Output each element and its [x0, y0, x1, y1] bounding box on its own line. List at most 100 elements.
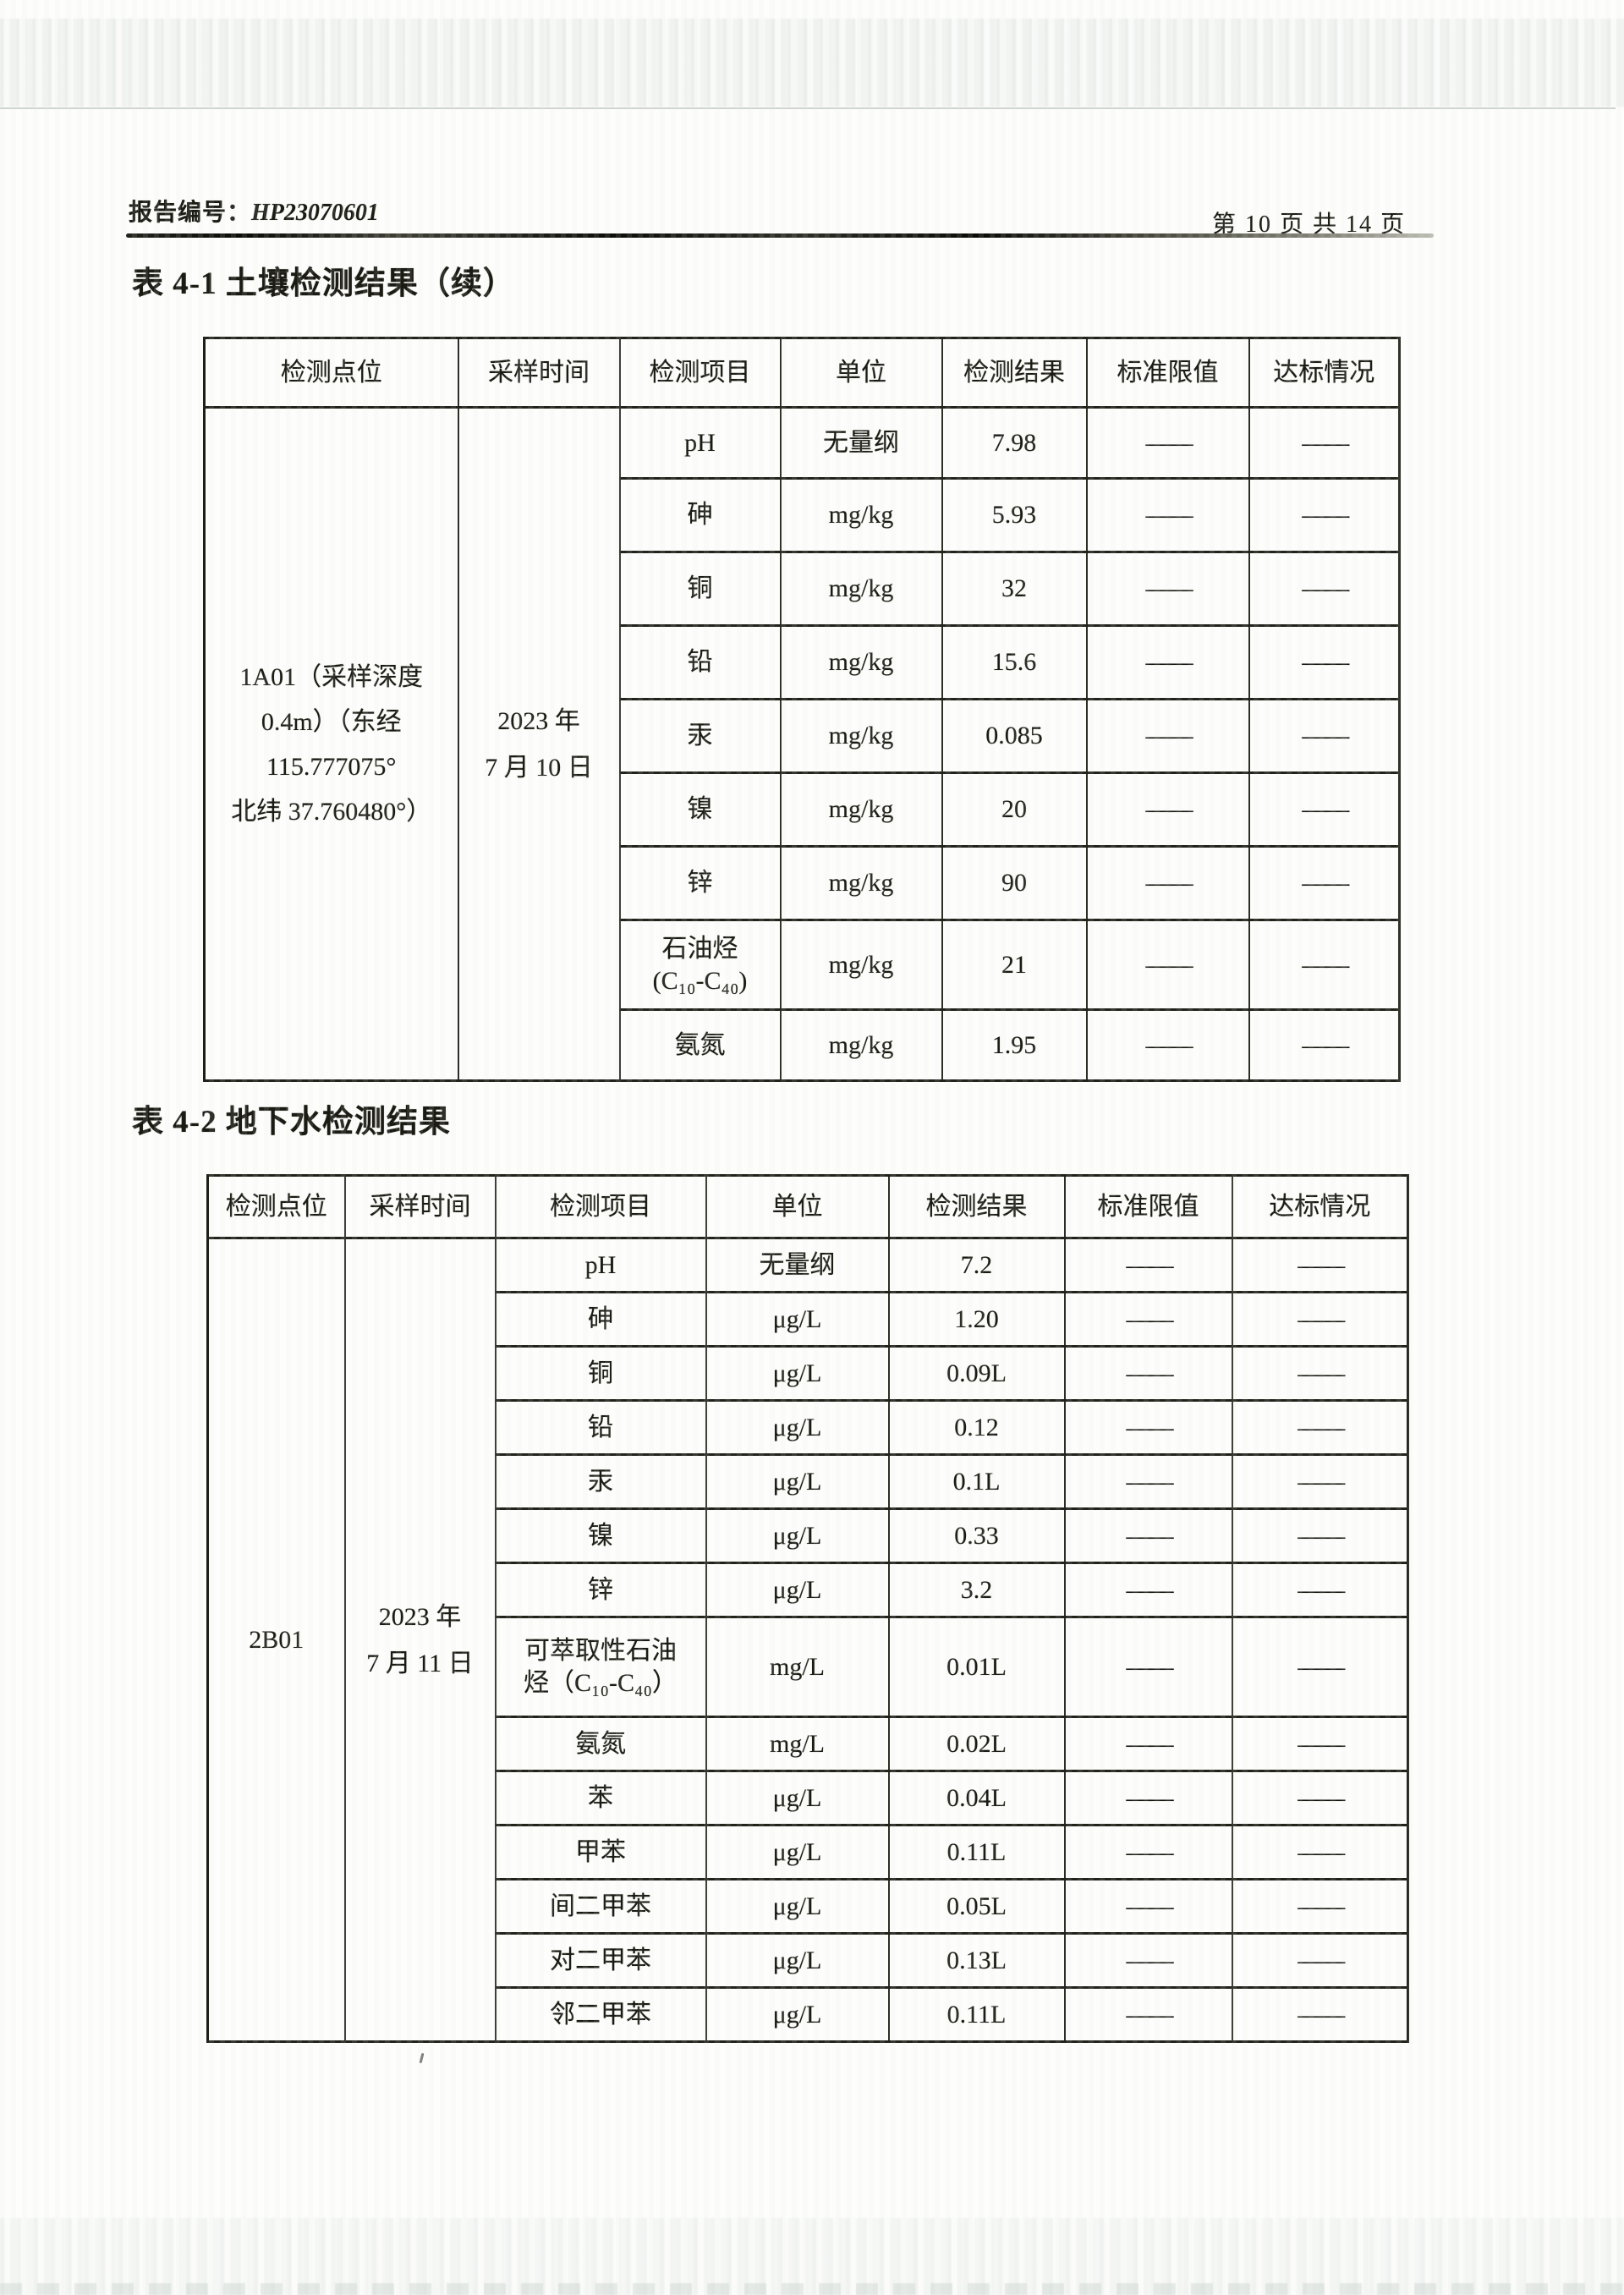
unit-cell: mg/kg [779, 771, 943, 848]
table-row: 铅 mg/kg 15.6 —— —— [205, 624, 1401, 700]
unit-cell: μg/L [705, 1932, 890, 1989]
table-row: 砷 mg/kg 5.93 —— —— [205, 477, 1401, 553]
status-cell: —— [1248, 698, 1401, 774]
col-header-result: 检测结果 [887, 1174, 1066, 1239]
table-row: 石油烃 (C₁₀-C₄₀) mg/kg 21 —— —— [205, 919, 1401, 1011]
scan-edge-line [0, 107, 1616, 109]
item-cell: 铅 [494, 1399, 707, 1456]
table-row: 1A01（采样深度 0.4m）（东经 115.777075° 北纬 37.760… [203, 406, 1401, 1082]
limit-cell: —— [1085, 406, 1250, 480]
result-cell: 0.11L [887, 1986, 1066, 2043]
report-number-label: 报告编号： [129, 200, 252, 226]
status-cell: —— [1248, 477, 1401, 553]
report-number-value: HP23070601 [251, 200, 379, 226]
item-cell: 砷 [618, 477, 782, 553]
result-cell: 5.93 [941, 477, 1088, 553]
scan-texture-top [0, 19, 1624, 107]
table-row: 砷 μg/L 1.20 —— —— [208, 1291, 1409, 1348]
result-cell: 7.98 [941, 406, 1088, 480]
status-cell: —— [1231, 1237, 1409, 1293]
result-cell: 0.04L [887, 1770, 1066, 1826]
limit-cell: —— [1085, 698, 1250, 774]
result-cell: 1.20 [887, 1291, 1066, 1348]
soil-results-table: 检测点位 采样时间 检测项目 单位 检测结果 标准限值 达标情况 1A01（采样… [203, 337, 1401, 1082]
col-header-time: 采样时间 [343, 1174, 497, 1239]
table-row: 汞 μg/L 0.1L —— —— [208, 1453, 1409, 1510]
site-cell: 1A01（采样深度 0.4m）（东经 115.777075° 北纬 37.760… [203, 406, 459, 1082]
scan-speck [419, 2052, 425, 2064]
result-cell: 15.6 [941, 624, 1088, 700]
status-cell: —— [1231, 1399, 1409, 1456]
col-header-unit: 单位 [705, 1174, 890, 1239]
result-cell: 0.09L [887, 1345, 1066, 1402]
table-row: 锌 μg/L 3.2 —— —— [208, 1562, 1409, 1618]
limit-cell: —— [1085, 919, 1250, 1011]
table-row: 对二甲苯 μg/L 0.13L —— —— [208, 1932, 1409, 1989]
table1-title: 表 4-1 土壤检测结果（续） [132, 266, 515, 301]
unit-cell: μg/L [705, 1399, 890, 1456]
unit-cell: mg/kg [779, 477, 943, 553]
item-cell: 镍 [618, 771, 782, 848]
item-cell: 铜 [494, 1345, 707, 1402]
status-cell: —— [1231, 1878, 1409, 1935]
unit-cell: μg/L [705, 1986, 890, 2043]
unit-cell: mg/kg [779, 698, 943, 774]
unit-cell: mg/L [705, 1616, 890, 1718]
result-cell: 0.02L [887, 1716, 1066, 1772]
result-cell: 90 [941, 845, 1088, 921]
table2-title: 表 4-2 地下水检测结果 [132, 1105, 451, 1139]
unit-cell: mg/kg [779, 551, 943, 627]
table-row: 苯 μg/L 0.04L —— —— [208, 1770, 1409, 1826]
report-number-line: 报告编号：HP23070601 [129, 194, 379, 228]
limit-cell: —— [1063, 1932, 1233, 1989]
table-row: 镍 mg/kg 20 —— —— [205, 771, 1401, 848]
limit-cell: —— [1085, 771, 1250, 848]
col-header-site: 检测点位 [203, 337, 459, 409]
result-cell: 0.05L [887, 1878, 1066, 1935]
table-row: 铜 μg/L 0.09L —— —— [208, 1345, 1409, 1402]
unit-cell: μg/L [705, 1824, 890, 1880]
status-cell: —— [1248, 919, 1401, 1011]
table-row: 间二甲苯 μg/L 0.05L —— —— [208, 1878, 1409, 1935]
status-cell: —— [1248, 771, 1401, 848]
item-cell: 砷 [494, 1291, 707, 1348]
item-cell: 锌 [618, 845, 782, 921]
result-cell: 0.13L [887, 1932, 1066, 1989]
unit-cell: μg/L [705, 1878, 890, 1935]
limit-cell: —— [1063, 1716, 1233, 1772]
status-cell: —— [1231, 1824, 1409, 1880]
item-cell: 石油烃 (C₁₀-C₄₀) [618, 919, 782, 1011]
item-cell: 氨氮 [618, 1008, 782, 1082]
unit-cell: mg/kg [779, 845, 943, 921]
status-cell: —— [1231, 1770, 1409, 1826]
status-cell: —— [1231, 1716, 1409, 1772]
col-header-limit: 标准限值 [1085, 337, 1250, 409]
unit-cell: μg/L [705, 1562, 890, 1618]
col-header-item: 检测项目 [494, 1174, 707, 1239]
limit-cell: —— [1063, 1824, 1233, 1880]
table-row: 锌 mg/kg 90 —— —— [205, 845, 1401, 921]
table-row: 铜 mg/kg 32 —— —— [205, 551, 1401, 627]
result-cell: 0.01L [887, 1616, 1066, 1718]
col-header-status: 达标情况 [1248, 337, 1401, 409]
result-cell: 1.95 [941, 1008, 1088, 1082]
unit-cell: mg/kg [779, 1008, 943, 1082]
result-cell: 0.12 [887, 1399, 1066, 1456]
header-rule [126, 233, 1434, 238]
status-cell: —— [1231, 1616, 1409, 1718]
status-cell: —— [1231, 1986, 1409, 2043]
item-cell: 锌 [494, 1562, 707, 1618]
page-number: 第 10 页 共 14 页 [1212, 211, 1407, 238]
table-row: 可萃取性石油 烃（C₁₀-C₄₀） mg/L 0.01L —— —— [208, 1616, 1409, 1718]
sample-time-cell: 2023 年 7 月 11 日 [343, 1237, 497, 2043]
groundwater-results-table: 检测点位 采样时间 检测项目 单位 检测结果 标准限值 达标情况 2B01 202… [206, 1174, 1409, 2043]
limit-cell: —— [1085, 845, 1250, 921]
unit-cell: μg/L [705, 1453, 890, 1510]
status-cell: —— [1231, 1453, 1409, 1510]
result-cell: 0.085 [941, 698, 1088, 774]
site-cell: 2B01 [206, 1237, 346, 2043]
item-cell: 间二甲苯 [494, 1878, 707, 1935]
table-row: 2B01 2023 年 7 月 11 日 pH 无量纲 7.2 —— —— [206, 1237, 1409, 2043]
limit-cell: —— [1063, 1345, 1233, 1402]
